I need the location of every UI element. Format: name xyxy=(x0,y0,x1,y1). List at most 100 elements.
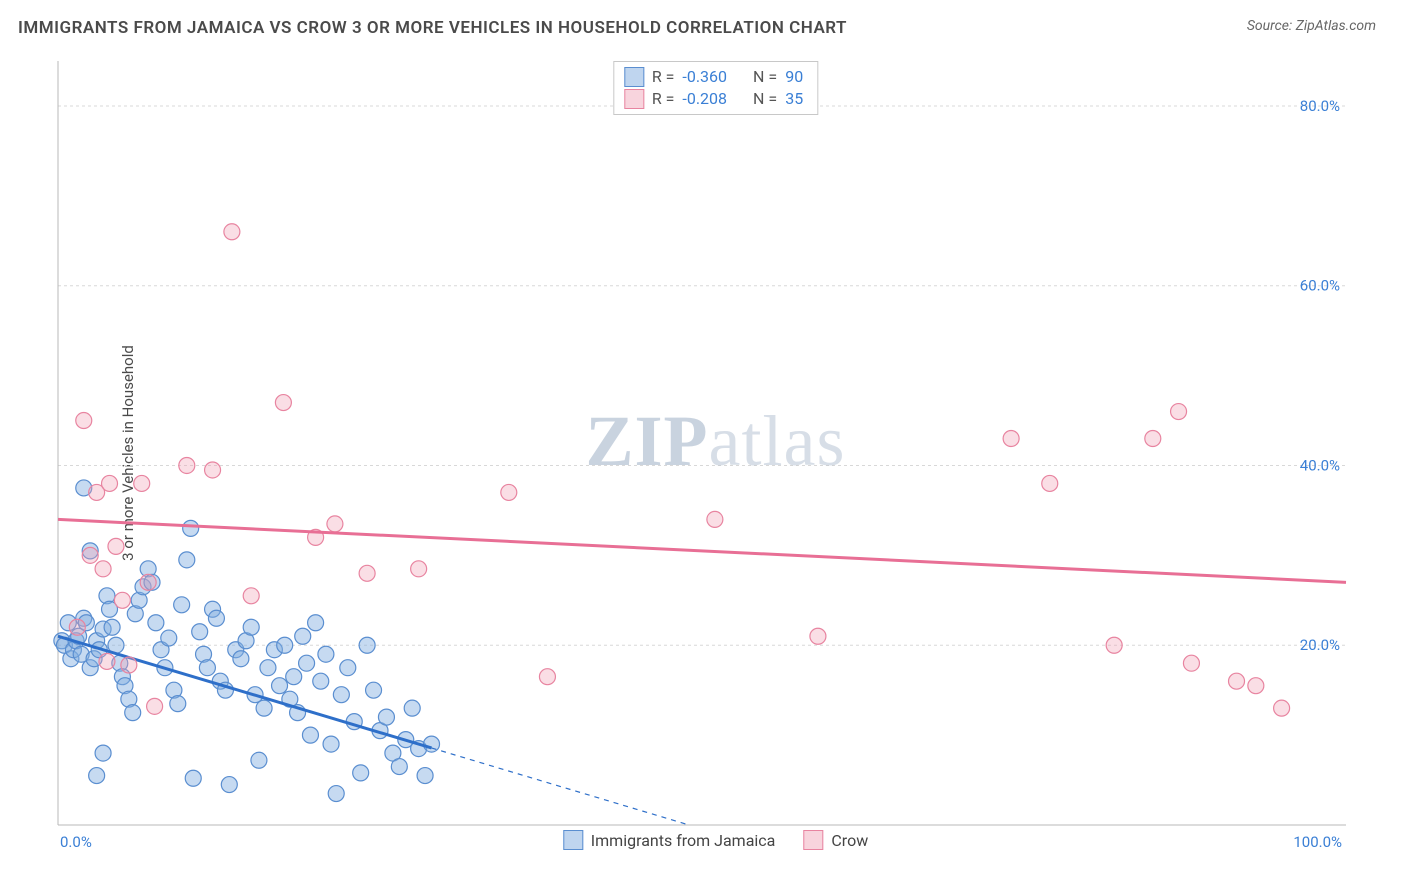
svg-text:40.0%: 40.0% xyxy=(1300,456,1340,474)
series-legend-item: Crow xyxy=(803,830,868,850)
scatter-point-crow xyxy=(179,457,195,473)
scatter-point-crow xyxy=(1274,700,1290,716)
legend-row: R = -0.208 N = 35 xyxy=(624,88,803,110)
svg-text:0.0%: 0.0% xyxy=(60,833,92,850)
scatter-point-jamaica xyxy=(353,765,369,781)
chart-title: IMMIGRANTS FROM JAMAICA VS CROW 3 OR MOR… xyxy=(18,18,847,38)
scatter-point-crow xyxy=(140,574,156,590)
scatter-point-crow xyxy=(1145,431,1161,447)
scatter-point-jamaica xyxy=(299,655,315,671)
legend-n-label: N = xyxy=(753,88,777,110)
scatter-point-crow xyxy=(102,475,118,491)
trend-line-jamaica-dash xyxy=(432,748,690,825)
scatter-point-crow xyxy=(275,395,291,411)
scatter-point-jamaica xyxy=(199,660,215,676)
legend-n-label: N = xyxy=(753,66,777,88)
scatter-point-jamaica xyxy=(89,768,105,784)
scatter-point-crow xyxy=(501,484,517,500)
scatter-point-jamaica xyxy=(185,770,201,786)
scatter-point-jamaica xyxy=(233,651,249,667)
scatter-point-crow xyxy=(243,588,259,604)
chart-source: Source: ZipAtlas.com xyxy=(1247,18,1376,34)
scatter-point-jamaica xyxy=(161,630,177,646)
series-legend: Immigrants from Jamaica Crow xyxy=(563,830,868,850)
scatter-point-jamaica xyxy=(391,759,407,775)
svg-text:100.0%: 100.0% xyxy=(1293,833,1342,850)
scatter-point-crow xyxy=(82,547,98,563)
scatter-point-crow xyxy=(1106,637,1122,653)
scatter-point-jamaica xyxy=(323,736,339,752)
scatter-point-crow xyxy=(121,657,137,673)
scatter-point-crow xyxy=(327,516,343,532)
legend-swatch xyxy=(803,830,823,850)
scatter-point-jamaica xyxy=(328,786,344,802)
scatter-point-crow xyxy=(224,224,240,240)
scatter-chart: 20.0% 40.0% 60.0% 80.0% 0.0% 100.0% xyxy=(48,55,1383,850)
scatter-point-jamaica xyxy=(95,745,111,761)
scatter-point-jamaica xyxy=(208,610,224,626)
scatter-point-jamaica xyxy=(277,637,293,653)
svg-text:20.0%: 20.0% xyxy=(1300,636,1340,654)
scatter-point-crow xyxy=(707,511,723,527)
scatter-point-crow xyxy=(1248,678,1264,694)
scatter-point-jamaica xyxy=(378,709,394,725)
scatter-point-jamaica xyxy=(340,660,356,676)
scatter-point-crow xyxy=(134,475,150,491)
scatter-point-jamaica xyxy=(221,777,237,793)
series-legend-item: Immigrants from Jamaica xyxy=(563,830,776,850)
scatter-point-jamaica xyxy=(366,682,382,698)
scatter-point-jamaica xyxy=(272,678,288,694)
series-legend-label: Immigrants from Jamaica xyxy=(591,831,776,850)
scatter-point-crow xyxy=(147,698,163,714)
scatter-point-jamaica xyxy=(148,615,164,631)
legend-n-value: 35 xyxy=(785,88,803,110)
scatter-point-jamaica xyxy=(256,700,272,716)
legend-r-value: -0.208 xyxy=(682,88,727,110)
scatter-point-jamaica xyxy=(251,752,267,768)
scatter-point-crow xyxy=(108,538,124,554)
legend-swatch xyxy=(563,830,583,850)
scatter-point-jamaica xyxy=(179,552,195,568)
scatter-point-crow xyxy=(205,462,221,478)
scatter-point-crow xyxy=(810,628,826,644)
scatter-point-crow xyxy=(1042,475,1058,491)
legend-row: R = -0.360 N = 90 xyxy=(624,66,803,88)
scatter-point-jamaica xyxy=(359,637,375,653)
scatter-point-crow xyxy=(1229,673,1245,689)
svg-text:60.0%: 60.0% xyxy=(1300,277,1340,295)
svg-text:80.0%: 80.0% xyxy=(1300,97,1340,115)
legend-n-value: 90 xyxy=(785,66,803,88)
scatter-point-crow xyxy=(539,669,555,685)
trend-line-crow xyxy=(58,519,1346,582)
scatter-point-jamaica xyxy=(313,673,329,689)
scatter-point-jamaica xyxy=(318,646,334,662)
scatter-point-crow xyxy=(1183,655,1199,671)
scatter-point-crow xyxy=(1003,431,1019,447)
scatter-point-jamaica xyxy=(183,520,199,536)
correlation-legend: R = -0.360 N = 90 R = -0.208 N = 35 xyxy=(613,61,818,115)
scatter-point-jamaica xyxy=(308,615,324,631)
legend-swatch xyxy=(624,67,644,87)
scatter-point-jamaica xyxy=(295,628,311,644)
scatter-point-crow xyxy=(95,561,111,577)
scatter-point-jamaica xyxy=(333,687,349,703)
legend-r-label: R = xyxy=(652,88,675,110)
scatter-point-crow xyxy=(1171,404,1187,420)
scatter-point-crow xyxy=(411,561,427,577)
legend-r-label: R = xyxy=(652,66,675,88)
scatter-point-jamaica xyxy=(104,619,120,635)
scatter-point-jamaica xyxy=(424,736,440,752)
scatter-point-jamaica xyxy=(260,660,276,676)
scatter-point-crow xyxy=(69,619,85,635)
scatter-point-crow xyxy=(99,653,115,669)
scatter-point-crow xyxy=(114,592,130,608)
scatter-point-crow xyxy=(76,413,92,429)
scatter-point-jamaica xyxy=(125,705,141,721)
scatter-point-jamaica xyxy=(192,624,208,640)
legend-swatch xyxy=(624,89,644,109)
scatter-point-jamaica xyxy=(170,696,186,712)
scatter-point-jamaica xyxy=(243,619,259,635)
scatter-point-jamaica xyxy=(286,669,302,685)
scatter-point-jamaica xyxy=(174,597,190,613)
legend-r-value: -0.360 xyxy=(682,66,727,88)
